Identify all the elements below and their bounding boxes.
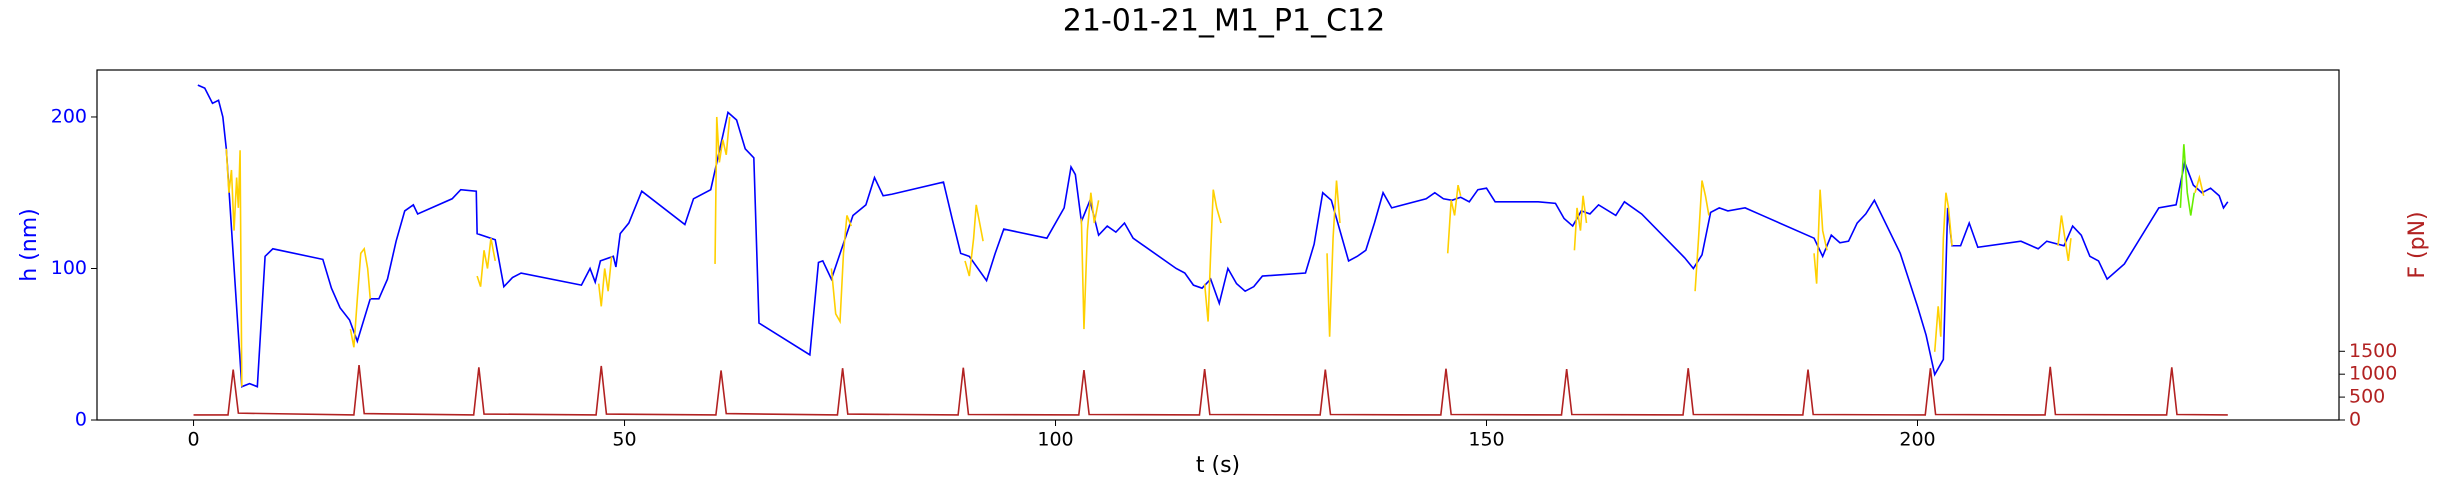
plot-frame xyxy=(96,69,2340,421)
y2-axis-label: F (pN) xyxy=(2405,211,2430,278)
line-series xyxy=(2194,174,2205,196)
y-tick-label: 200 xyxy=(51,105,87,127)
x-tick-label: 50 xyxy=(612,429,636,451)
line-series xyxy=(193,364,2228,416)
y-tick-label: 100 xyxy=(51,257,87,279)
line-series xyxy=(964,204,984,277)
x-tick-label: 150 xyxy=(1468,429,1504,451)
line-series xyxy=(1446,184,1462,254)
y-tick-label: 0 xyxy=(75,409,87,431)
line-series xyxy=(2179,144,2195,216)
line-series xyxy=(1933,192,1953,352)
line-series xyxy=(1573,195,1588,251)
line-series xyxy=(1694,180,1710,292)
x-axis-label: t (s) xyxy=(1196,453,1240,478)
line-series xyxy=(597,256,613,307)
line-series xyxy=(225,148,243,387)
y2-tick-label: 0 xyxy=(2349,409,2361,431)
chart-title: 21-01-21_M1_P1_C12 xyxy=(1063,4,1385,39)
line-series xyxy=(1203,189,1222,322)
x-tick-label: 100 xyxy=(1037,429,1073,451)
y2-tick-label: 1500 xyxy=(2349,340,2397,362)
line-series xyxy=(1813,189,1828,284)
x-tick-label: 200 xyxy=(1899,429,1935,451)
line-series xyxy=(2057,215,2072,262)
line-series xyxy=(714,116,731,264)
y2-tick-label: 500 xyxy=(2349,386,2385,408)
y-axis-label: h (nm) xyxy=(17,208,42,281)
line-series xyxy=(476,238,497,287)
line-series xyxy=(1080,192,1100,330)
line-series xyxy=(349,246,372,348)
line-series xyxy=(197,84,2229,388)
line-series xyxy=(1326,180,1341,337)
x-tick-label: 0 xyxy=(187,429,199,451)
line-series xyxy=(830,215,852,325)
y2-tick-label: 1000 xyxy=(2349,363,2397,385)
